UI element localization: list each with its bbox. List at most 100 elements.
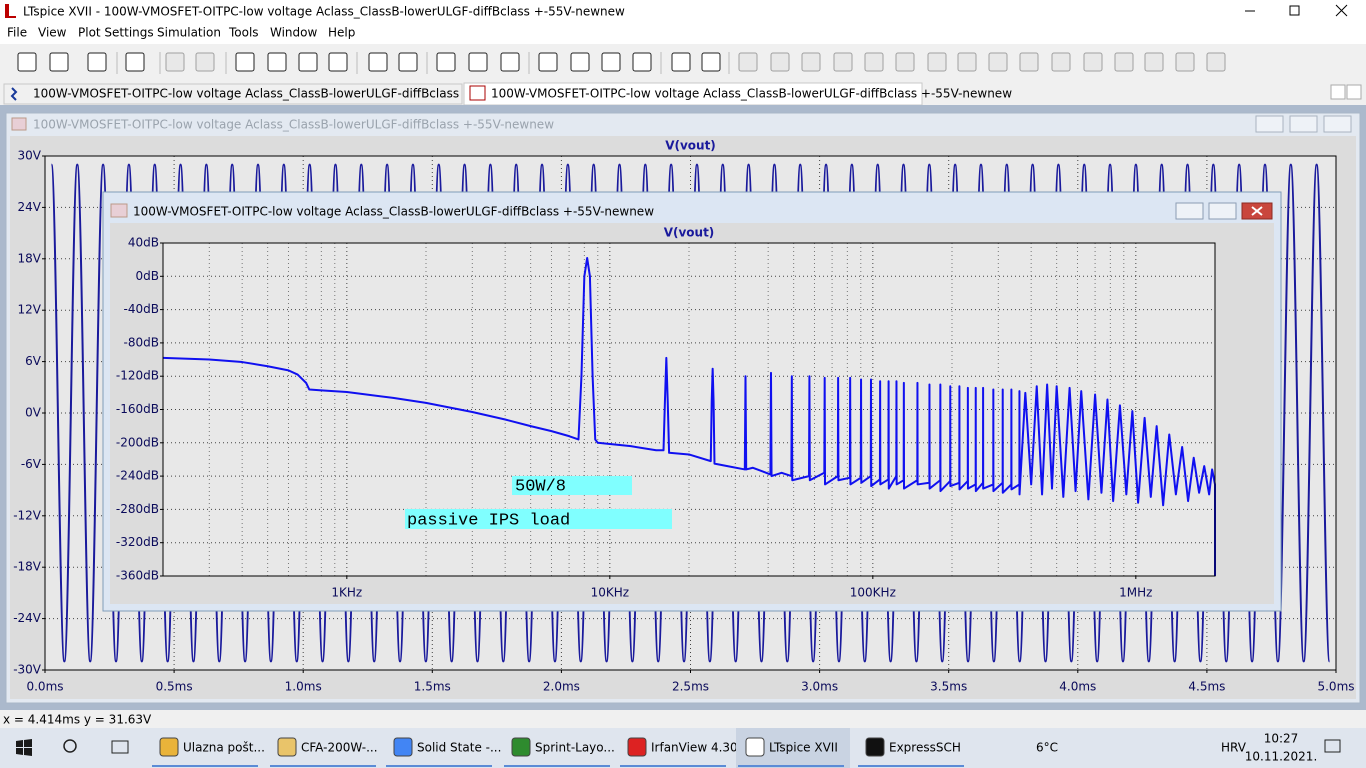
menu-item[interactable]: View	[38, 26, 67, 40]
y-tick-label: -18V	[13, 560, 42, 574]
toolbar-button[interactable]	[833, 52, 853, 72]
y-tick-label: -30V	[13, 663, 42, 677]
toolbar-button[interactable]	[570, 52, 590, 72]
toolbar-button[interactable]	[1114, 52, 1134, 72]
annotation-bg	[405, 509, 672, 529]
toolbar-button[interactable]	[1206, 52, 1226, 72]
toolbar-button[interactable]	[165, 52, 185, 72]
app-label[interactable]: ExpressSCH	[889, 741, 961, 755]
language[interactable]: HRV	[1221, 741, 1247, 755]
toolbar-button[interactable]	[957, 52, 977, 72]
close-button[interactable]	[1323, 115, 1352, 133]
toolbar-button[interactable]	[770, 52, 790, 72]
clock-date[interactable]: 10.11.2021.	[1245, 750, 1318, 764]
annotation-bg	[512, 476, 632, 495]
toolbar-button[interactable]	[671, 52, 691, 72]
restore-button[interactable]	[1289, 5, 1300, 16]
app-icon[interactable]	[627, 737, 647, 757]
app-label[interactable]: IrfanView 4.30	[651, 741, 738, 755]
toolbar-button[interactable]	[328, 52, 348, 72]
app-label[interactable]: Ulazna pošt...	[183, 741, 265, 755]
toolbar-button[interactable]	[801, 52, 821, 72]
toolbar-button[interactable]	[500, 52, 520, 72]
toolbar-button[interactable]	[1083, 52, 1103, 72]
toolbar-button[interactable]	[988, 52, 1008, 72]
toolbar-button[interactable]	[368, 52, 388, 72]
menu-item[interactable]: Tools	[228, 26, 259, 40]
toolbar-button[interactable]	[49, 52, 69, 72]
toolbar-button[interactable]	[125, 52, 145, 72]
app-label[interactable]: Solid State -...	[417, 741, 501, 755]
menu-item[interactable]: Simulation	[157, 26, 221, 40]
notifications[interactable]	[1324, 739, 1341, 753]
toolbar-button[interactable]	[267, 52, 287, 72]
menu-item[interactable]: File	[7, 26, 27, 40]
menu-item[interactable]: Plot Settings	[78, 26, 154, 40]
start-button[interactable]	[16, 739, 32, 756]
maximize-button[interactable]	[1289, 115, 1318, 133]
toolbar-button[interactable]	[864, 52, 884, 72]
close-button[interactable]	[1335, 4, 1348, 17]
y-tick-label: 0V	[25, 406, 42, 420]
app-icon[interactable]	[865, 737, 885, 757]
app-label[interactable]: CFA-200W-...	[301, 741, 378, 755]
window-icon	[110, 203, 128, 218]
toolbar-button[interactable]	[738, 52, 758, 72]
toolbar-button[interactable]	[538, 52, 558, 72]
clock-time[interactable]: 10:27	[1264, 732, 1299, 746]
menu-item[interactable]: Window	[270, 26, 318, 40]
tab-label[interactable]: 100W-VMOSFET-OITPC-low voltage Aclass_Cl…	[491, 87, 1012, 101]
toolbar-button[interactable]	[1051, 52, 1071, 72]
toolbar-button[interactable]	[195, 52, 215, 72]
x-tick-label: 4.5ms	[1188, 680, 1225, 694]
x-tick-label: 1.0ms	[285, 680, 322, 694]
minimize-button[interactable]	[1255, 115, 1284, 133]
search-button[interactable]	[63, 739, 77, 753]
menu-item[interactable]: Help	[328, 26, 355, 40]
toolbar-button[interactable]	[17, 52, 37, 72]
minimize-button[interactable]	[1175, 202, 1204, 220]
app-icon[interactable]	[745, 737, 765, 757]
app-label[interactable]: LTspice XVII	[769, 741, 838, 755]
tab-icon	[10, 87, 18, 101]
toolbar-button[interactable]	[298, 52, 318, 72]
toolbar-button[interactable]	[632, 52, 652, 72]
toolbar-button[interactable]	[895, 52, 915, 72]
toolbar-button[interactable]	[1019, 52, 1039, 72]
toolbar-button[interactable]	[1144, 52, 1164, 72]
chart-title: V(vout)	[665, 139, 716, 153]
toolbar-button[interactable]	[235, 52, 255, 72]
y-tick-label: -160dB	[116, 402, 159, 416]
app-icon[interactable]	[393, 737, 413, 757]
tab-scroll-right[interactable]	[1346, 84, 1362, 100]
x-tick-label: 10KHz	[591, 586, 629, 600]
app-icon[interactable]	[159, 737, 179, 757]
plot-border	[44, 155, 1337, 671]
x-tick-label: 2.5ms	[672, 680, 709, 694]
app-icon[interactable]	[277, 737, 297, 757]
app-label[interactable]: Sprint-Layo...	[535, 741, 615, 755]
toolbar-button[interactable]	[927, 52, 947, 72]
toolbar-button[interactable]	[398, 52, 418, 72]
toolbar-button[interactable]	[701, 52, 721, 72]
tab[interactable]	[3, 83, 463, 105]
toolbar-button[interactable]	[436, 52, 456, 72]
y-tick-label: -40dB	[124, 302, 159, 316]
close-glyph	[1251, 206, 1263, 216]
app-icon[interactable]	[511, 737, 531, 757]
task-view-button[interactable]	[111, 740, 129, 754]
toolbar-button[interactable]	[601, 52, 621, 72]
toolbar-button[interactable]	[468, 52, 488, 72]
y-tick-label: 24V	[18, 200, 42, 214]
status-bar	[0, 710, 1366, 728]
toolbar-button[interactable]	[87, 52, 107, 72]
toolbar-button[interactable]	[1175, 52, 1195, 72]
tab-label[interactable]: 100W-VMOSFET-OITPC-low voltage Aclass_Cl…	[33, 87, 554, 101]
y-tick-label: 12V	[18, 303, 42, 317]
tab-scroll-left[interactable]	[1330, 84, 1346, 100]
window-title: 100W-VMOSFET-OITPC-low voltage Aclass_Cl…	[133, 205, 654, 219]
maximize-button[interactable]	[1208, 202, 1237, 220]
annotation: passive IPS load	[407, 511, 570, 530]
x-tick-label: 4.0ms	[1059, 680, 1096, 694]
